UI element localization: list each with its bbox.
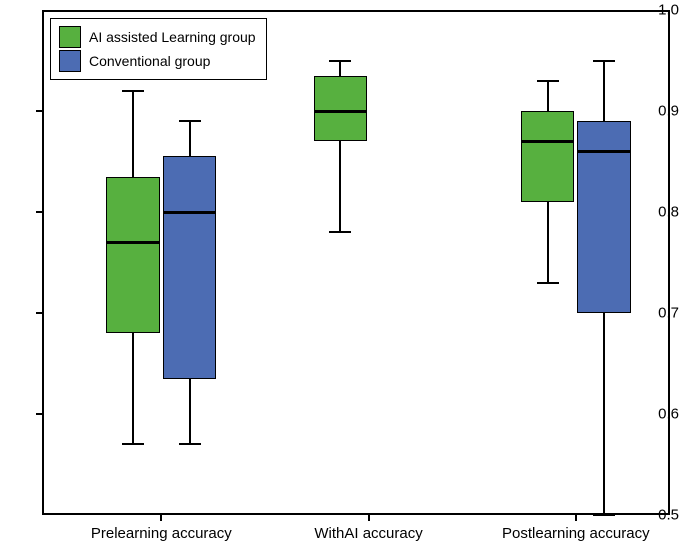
median-line: [106, 241, 159, 244]
boxplot-chart: 0.50.60.70.80.91.0 Prelearning accuracyW…: [0, 0, 685, 558]
whisker-line: [547, 202, 549, 283]
median-line: [163, 211, 216, 214]
whisker-cap: [329, 231, 351, 233]
y-tick-mark: [36, 110, 42, 112]
whisker-line: [189, 379, 191, 445]
y-tick-label: 0.9: [641, 103, 685, 120]
y-tick-mark: [36, 413, 42, 415]
x-tick-mark: [160, 515, 162, 521]
x-tick-mark: [368, 515, 370, 521]
legend: AI assisted Learning group Conventional g…: [50, 18, 267, 80]
legend-item: Conventional group: [59, 49, 256, 73]
legend-label: Conventional group: [89, 53, 210, 69]
whisker-cap: [593, 60, 615, 62]
whisker-cap: [593, 514, 615, 516]
legend-swatch: [59, 26, 81, 48]
whisker-line: [547, 81, 549, 111]
whisker-line: [189, 121, 191, 156]
y-tick-label: 0.6: [641, 406, 685, 423]
whisker-cap: [122, 90, 144, 92]
y-tick-label: 0.7: [641, 305, 685, 322]
legend-label: AI assisted Learning group: [89, 29, 256, 45]
box: [163, 156, 216, 378]
whisker-cap: [122, 443, 144, 445]
box: [314, 76, 367, 142]
whisker-cap: [537, 282, 559, 284]
y-tick-mark: [36, 211, 42, 213]
y-tick-mark: [36, 312, 42, 314]
median-line: [521, 140, 574, 143]
whisker-cap: [179, 120, 201, 122]
box: [106, 177, 159, 334]
box: [521, 111, 574, 202]
whisker-line: [603, 313, 605, 515]
legend-swatch: [59, 50, 81, 72]
whisker-line: [339, 61, 341, 76]
y-tick-label: 0.8: [641, 204, 685, 221]
y-tick-label: 1.0: [641, 2, 685, 19]
x-tick-mark: [575, 515, 577, 521]
median-line: [577, 150, 630, 153]
whisker-cap: [537, 80, 559, 82]
whisker-line: [603, 61, 605, 122]
whisker-cap: [179, 443, 201, 445]
whisker-line: [132, 91, 134, 177]
whisker-cap: [329, 60, 351, 62]
legend-item: AI assisted Learning group: [59, 25, 256, 49]
whisker-line: [132, 333, 134, 444]
median-line: [314, 110, 367, 113]
whisker-line: [339, 141, 341, 232]
